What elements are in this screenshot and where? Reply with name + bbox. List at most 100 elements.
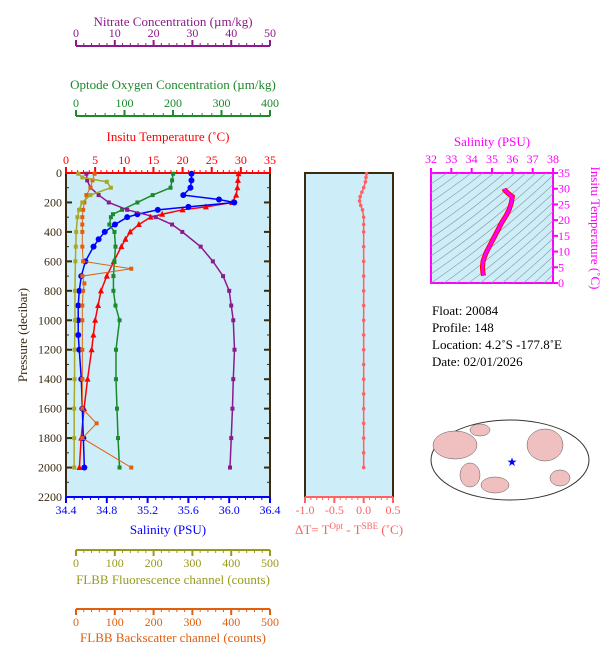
salinity-point — [101, 228, 108, 235]
salinity-point — [231, 199, 238, 206]
fluorescence-point — [80, 175, 85, 180]
y-tick-label: 1400 — [38, 372, 62, 386]
y-tick-label: 1800 — [38, 431, 62, 445]
density-contour — [411, 3, 583, 143]
dT-point — [357, 199, 362, 203]
backscatter-tick-label: 200 — [145, 615, 163, 629]
location: Location: 4.2˚S -177.8˚E — [432, 337, 562, 352]
salinity-point — [185, 203, 192, 210]
temperature-point — [88, 346, 95, 353]
fluorescence-point — [108, 185, 113, 190]
oxygen-tick-label: 0 — [73, 96, 79, 110]
density-contour — [431, 173, 537, 257]
density-contour — [468, 211, 553, 283]
nitrate-axis-label: Nitrate Concentration (µm/kg) — [93, 14, 252, 29]
fluorescence-point — [72, 465, 77, 470]
continent — [549, 469, 571, 487]
nitrate-point — [232, 347, 237, 352]
ts-y-tick-label: 20 — [558, 213, 570, 227]
dT-point — [361, 318, 366, 323]
dT-point — [360, 190, 364, 194]
y-tick-label: 2000 — [38, 461, 62, 475]
dT-point — [361, 421, 366, 426]
profile-number: Profile: 148 — [432, 320, 494, 335]
temperature-point — [159, 210, 166, 217]
temperature-tick-label: 15 — [147, 153, 159, 167]
dT-point — [361, 274, 366, 278]
dT-point — [361, 333, 366, 337]
oxygen-tick-label: 200 — [164, 96, 182, 110]
density-contour — [491, 229, 553, 283]
density-contour — [411, 30, 583, 170]
dT-point — [361, 362, 366, 367]
fluorescence-tick-label: 0 — [73, 556, 79, 570]
y-axis-label: Pressure (decibar) — [15, 288, 30, 382]
salinity-tick-label: 35.6 — [178, 503, 199, 517]
nitrate-point — [84, 171, 89, 176]
ts-x-tick-label: 33 — [445, 152, 457, 166]
temperature-point — [147, 213, 154, 220]
continent — [480, 476, 510, 494]
oxygen-tick-label: 300 — [213, 96, 231, 110]
oxygen-point — [113, 303, 118, 308]
backscatter-point — [80, 274, 85, 279]
dT-point — [361, 303, 366, 308]
nitrate-point — [229, 436, 234, 441]
temperature-axis-label: Insitu Temperature (˚C) — [106, 129, 229, 144]
salinity-point — [75, 302, 82, 309]
backscatter-axis-label: FLBB Backscatter channel (counts) — [80, 630, 266, 645]
y-tick-label: 200 — [44, 195, 62, 209]
continent — [432, 430, 478, 460]
backscatter-tick-label: 400 — [222, 615, 240, 629]
fluorescence-point — [72, 377, 77, 382]
nitrate-point — [228, 465, 233, 470]
temperature-point — [233, 191, 240, 198]
fluorescence-axis-label: FLBB Fluorescence channel (counts) — [76, 572, 270, 587]
nitrate-tick-label: 0 — [73, 26, 79, 40]
dT-point — [361, 244, 366, 249]
y-tick-label: 400 — [44, 225, 62, 239]
fluorescence-point — [72, 347, 77, 352]
fluorescence-tick-label: 200 — [145, 556, 163, 570]
fluorescence-point — [75, 215, 80, 220]
nitrate-tick-label: 10 — [109, 26, 121, 40]
nitrate-point — [96, 193, 101, 198]
temperature-tick-label: 30 — [235, 153, 247, 167]
temperature-point — [234, 176, 241, 183]
backscatter-point — [81, 207, 86, 212]
dT-point — [361, 347, 366, 352]
backscatter-point — [81, 259, 86, 264]
fluorescence-point — [73, 244, 78, 249]
density-contour — [431, 173, 527, 248]
y-tick-label: 2200 — [38, 490, 62, 504]
float-id: Float: 20084 — [432, 303, 499, 318]
temperature-point — [234, 184, 241, 191]
oxygen-point — [168, 185, 173, 190]
y-tick-label: 0 — [56, 166, 62, 180]
ts-y-tick-label: 35 — [558, 166, 570, 180]
main-plot-area — [65, 172, 271, 498]
dT-point — [361, 392, 366, 396]
temperature-point — [179, 206, 186, 213]
oxygen-point — [113, 244, 118, 249]
salinity-point — [188, 177, 195, 184]
nitrate-point — [125, 207, 130, 212]
backscatter-point — [94, 421, 99, 426]
dT-point — [361, 222, 366, 227]
oxygen-point — [150, 193, 155, 198]
oxygen-point — [111, 288, 116, 293]
nitrate-tick-label: 50 — [264, 26, 276, 40]
fluorescence-tick-label: 400 — [222, 556, 240, 570]
oxygen-point — [112, 259, 117, 264]
temperature-point — [95, 302, 102, 309]
oxygen-point — [108, 215, 113, 220]
salinity-point — [90, 243, 97, 250]
nitrate-point — [180, 229, 185, 234]
dt-label-part: (˚C) — [378, 522, 403, 537]
ts-y-tick-label: 15 — [558, 229, 570, 243]
dT-point — [364, 175, 368, 180]
y-tick-label: 1200 — [38, 343, 62, 357]
fluorescence-point — [72, 318, 77, 323]
backscatter-point — [81, 288, 86, 293]
nitrate-point — [231, 318, 236, 323]
